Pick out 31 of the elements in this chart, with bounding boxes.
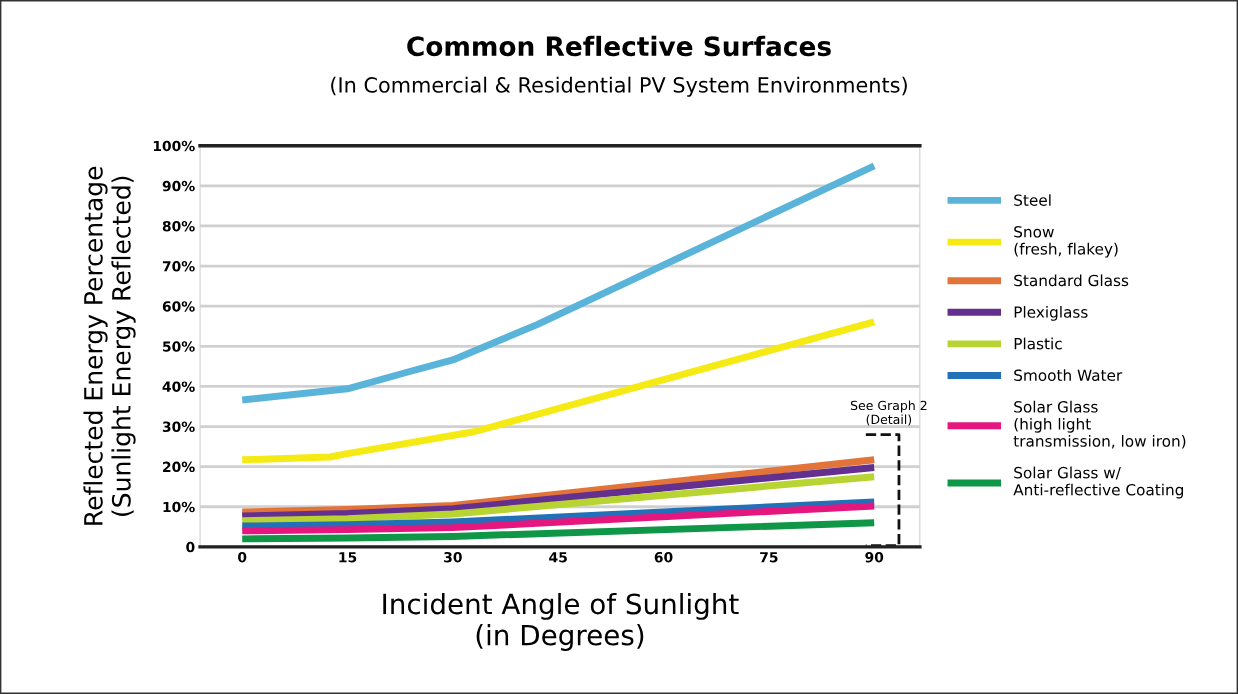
chart-subtitle: (In Commercial & Residential PV System Environments) bbox=[331, 76, 907, 97]
legend-label: Plastic bbox=[1014, 337, 1062, 350]
legend-label: Solar Glass (high light transmission, low iron) bbox=[1013, 400, 1186, 449]
annotation: See Graph 2 (Detail) bbox=[850, 400, 927, 426]
y-tick-label: 50% bbox=[163, 341, 195, 352]
legend-label: Plexiglass bbox=[1014, 306, 1088, 321]
legend-label: Solar Glass w/ Anti-reflective Coating bbox=[1013, 466, 1184, 499]
legend-label: Smooth Water bbox=[1014, 369, 1123, 382]
y-tick-label: 10% bbox=[163, 501, 195, 513]
y-tick-label: 100% bbox=[153, 140, 195, 152]
y-tick-label: 60% bbox=[162, 301, 195, 312]
x-tick-label: 45 bbox=[549, 552, 567, 563]
y-tick-label: 40% bbox=[162, 381, 195, 392]
y-axis-title: Reflected Energy Percentage (Sunlight Energy Reflected) bbox=[83, 166, 136, 525]
y-tick-label: 70% bbox=[162, 261, 195, 272]
x-axis-title: Incident Angle of Sunlight (in Degrees) bbox=[383, 592, 739, 651]
x-tick-label: 30 bbox=[444, 551, 462, 563]
y-tick-label: 20% bbox=[163, 461, 195, 473]
y-tick-label: 80% bbox=[162, 220, 195, 232]
x-tick-label: 15 bbox=[339, 552, 357, 563]
chart-title: Common Reflective Surfaces bbox=[407, 35, 831, 57]
y-tick-label: 90% bbox=[162, 180, 195, 192]
x-tick-label: 75 bbox=[760, 552, 778, 563]
x-tick-label: 0 bbox=[238, 551, 247, 563]
y-tick-label: 0 bbox=[186, 541, 195, 553]
legend-label: Standard Glass bbox=[1014, 274, 1129, 287]
x-tick-label: 60 bbox=[654, 551, 673, 563]
legend-label: Snow (fresh, flakey) bbox=[1014, 225, 1118, 258]
y-tick-label: 30% bbox=[162, 421, 195, 433]
x-tick-label: 90 bbox=[865, 551, 884, 563]
legend-label: Steel bbox=[1014, 194, 1051, 206]
